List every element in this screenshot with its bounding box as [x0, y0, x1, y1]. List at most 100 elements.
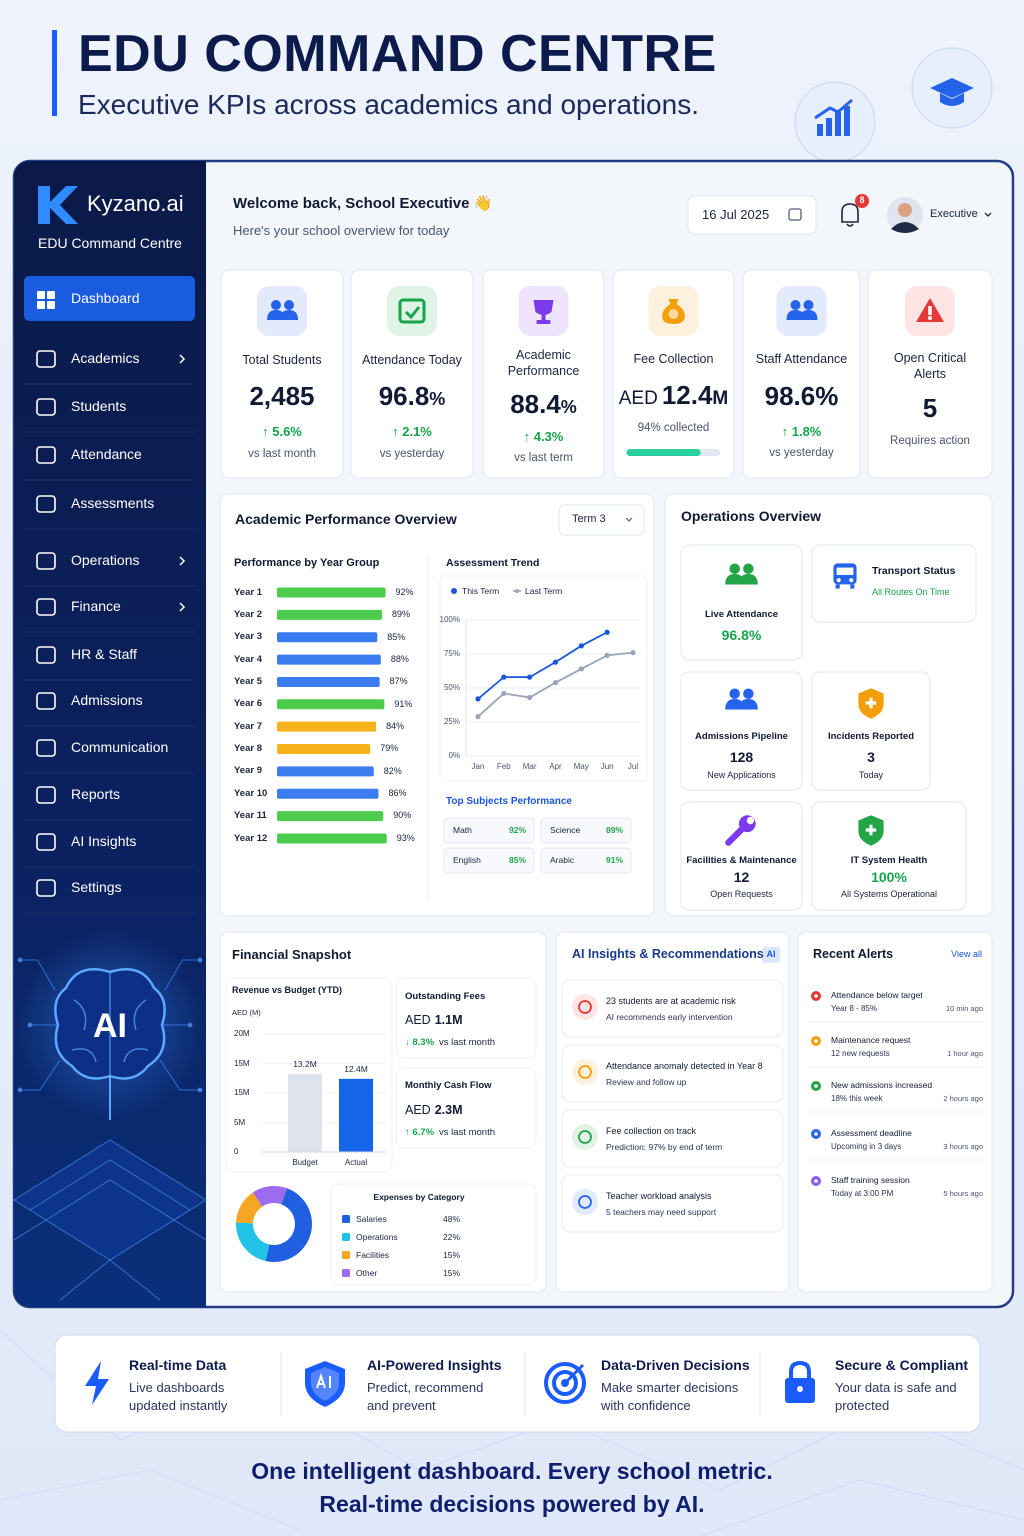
nav-item[interactable]: Settings — [71, 879, 122, 896]
bar — [277, 587, 386, 598]
nav-item[interactable]: AI Insights — [71, 833, 137, 850]
bar-value-label: 82% — [383, 765, 402, 776]
nav-item[interactable]: Assessments — [71, 495, 155, 512]
trophy-icon — [533, 300, 554, 324]
alert-title: Maintenance request — [831, 1034, 911, 1045]
finance-label: Monthly Cash Flow — [405, 1080, 492, 1092]
lock-icon — [785, 1360, 815, 1403]
nav-item[interactable]: Operations — [71, 552, 140, 569]
icon-part — [746, 816, 755, 825]
alert-title: Staff training session — [831, 1174, 910, 1185]
section-title: Top Subjects Performance — [446, 795, 572, 807]
insight-icon-bg — [572, 1059, 598, 1085]
insight-icon — [578, 1130, 592, 1144]
kpi-label: Fee Collection — [633, 351, 714, 366]
ops-note: All Systems Operational — [840, 889, 938, 900]
welcome-subtitle: Here's your school overview for today — [233, 222, 450, 238]
alert-time: 5 hours ago — [943, 1189, 983, 1199]
section-title: Assessment Trend — [446, 557, 540, 570]
circuit-node — [17, 1087, 23, 1093]
trend-point — [578, 666, 584, 672]
trend-point — [552, 679, 559, 686]
user-name[interactable]: Executive — [930, 208, 978, 221]
finance-value: AED 2.3M — [405, 1103, 705, 1119]
nav-item[interactable]: Communication — [71, 739, 169, 756]
nav-icon — [36, 350, 56, 368]
panel-title: Financial Snapshot — [232, 946, 352, 962]
ops-value: 96.8% — [721, 627, 762, 644]
features-band — [54, 1334, 981, 1433]
ops-label: IT System Health — [850, 855, 928, 867]
welcome: Welcome back, School Executive 👋 — [233, 194, 493, 212]
nav-item[interactable]: Reports — [71, 786, 121, 803]
nav-item[interactable]: Dashboard — [71, 290, 140, 307]
user-chevron — [984, 212, 992, 217]
finance-change: ↑ 6.7% vs last month — [405, 1127, 705, 1139]
kpi-value: AED 12.4M — [614, 379, 734, 412]
kpi-change: ↑ 2.1% — [392, 423, 432, 439]
nav-item[interactable]: Admissions — [71, 692, 143, 709]
panel-title: AI Insights & Recommendations — [572, 947, 764, 962]
icon-part — [738, 698, 758, 710]
brain-fold — [71, 972, 149, 1076]
kpi-label: Open Critical Alerts — [893, 350, 967, 382]
ai-badge-text: AI — [766, 949, 776, 960]
panel-title: Operations Overview — [681, 508, 822, 525]
feature-title: Secure & Compliant — [835, 1357, 969, 1374]
bar — [277, 676, 380, 687]
chart-icon — [814, 98, 853, 136]
bag-icon — [662, 299, 685, 324]
year-label: Year 1 — [234, 586, 262, 598]
circuit-node — [197, 1087, 203, 1093]
nav-icon — [36, 692, 56, 710]
kpi-icon-bg — [257, 286, 307, 336]
axis-unit: AED (M) — [232, 1008, 261, 1018]
circuit-node — [187, 1022, 193, 1028]
bar-value-label: 79% — [380, 743, 399, 754]
expenses-card — [330, 1183, 537, 1286]
year-label: Year 6 — [234, 698, 262, 710]
title-accent — [52, 30, 57, 116]
avatar-head — [898, 203, 912, 217]
bar — [277, 654, 381, 665]
icon-part — [85, 1361, 109, 1405]
feature-title: AI-Powered Insights — [367, 1357, 502, 1374]
finance-value-part: 1.1M — [434, 1013, 463, 1028]
nav-chevron — [179, 602, 186, 612]
icon-part — [668, 309, 679, 319]
bar-value-label: 86% — [388, 788, 407, 799]
legend-label: Facilities — [356, 1249, 390, 1260]
nav-item[interactable]: HR & Staff — [71, 646, 137, 663]
y-tick-label: 0 — [234, 1147, 239, 1156]
chart-title: Revenue vs Budget (YTD) — [232, 985, 343, 996]
icon-part — [271, 300, 281, 310]
bar — [277, 766, 374, 777]
kpi-value: 98.6% — [742, 380, 862, 413]
icon-part — [738, 573, 758, 585]
x-tick-label: Apr — [549, 762, 562, 771]
nav-item[interactable]: Students — [71, 398, 127, 415]
ai-label: AI — [93, 1006, 127, 1045]
nav-item[interactable]: Academics — [71, 350, 140, 367]
ops-value: 100% — [871, 869, 907, 886]
nav-item[interactable]: Finance — [71, 598, 121, 615]
nav-icon — [36, 552, 56, 570]
trend-point — [475, 713, 481, 720]
view-all-link[interactable]: View all — [951, 949, 982, 960]
kpi-card — [867, 269, 993, 479]
ops-tile — [680, 801, 803, 911]
date[interactable]: 16 Jul 2025 — [702, 206, 770, 222]
term-value[interactable]: Term 3 — [572, 513, 606, 526]
icon-part — [743, 688, 754, 699]
y-tick-label: 5M — [234, 1117, 246, 1127]
shield-icon — [858, 815, 884, 846]
donut-segment — [236, 1222, 270, 1262]
bar — [277, 699, 385, 710]
kpi-icon-bg — [776, 286, 827, 336]
year-label: Year 11 — [234, 810, 267, 822]
bar — [277, 811, 384, 822]
kpi-value-part: 98.6% — [764, 380, 839, 411]
nav-item[interactable]: Attendance — [71, 446, 142, 463]
subject-chip — [443, 847, 535, 874]
year-label: Year 8 — [234, 743, 262, 755]
